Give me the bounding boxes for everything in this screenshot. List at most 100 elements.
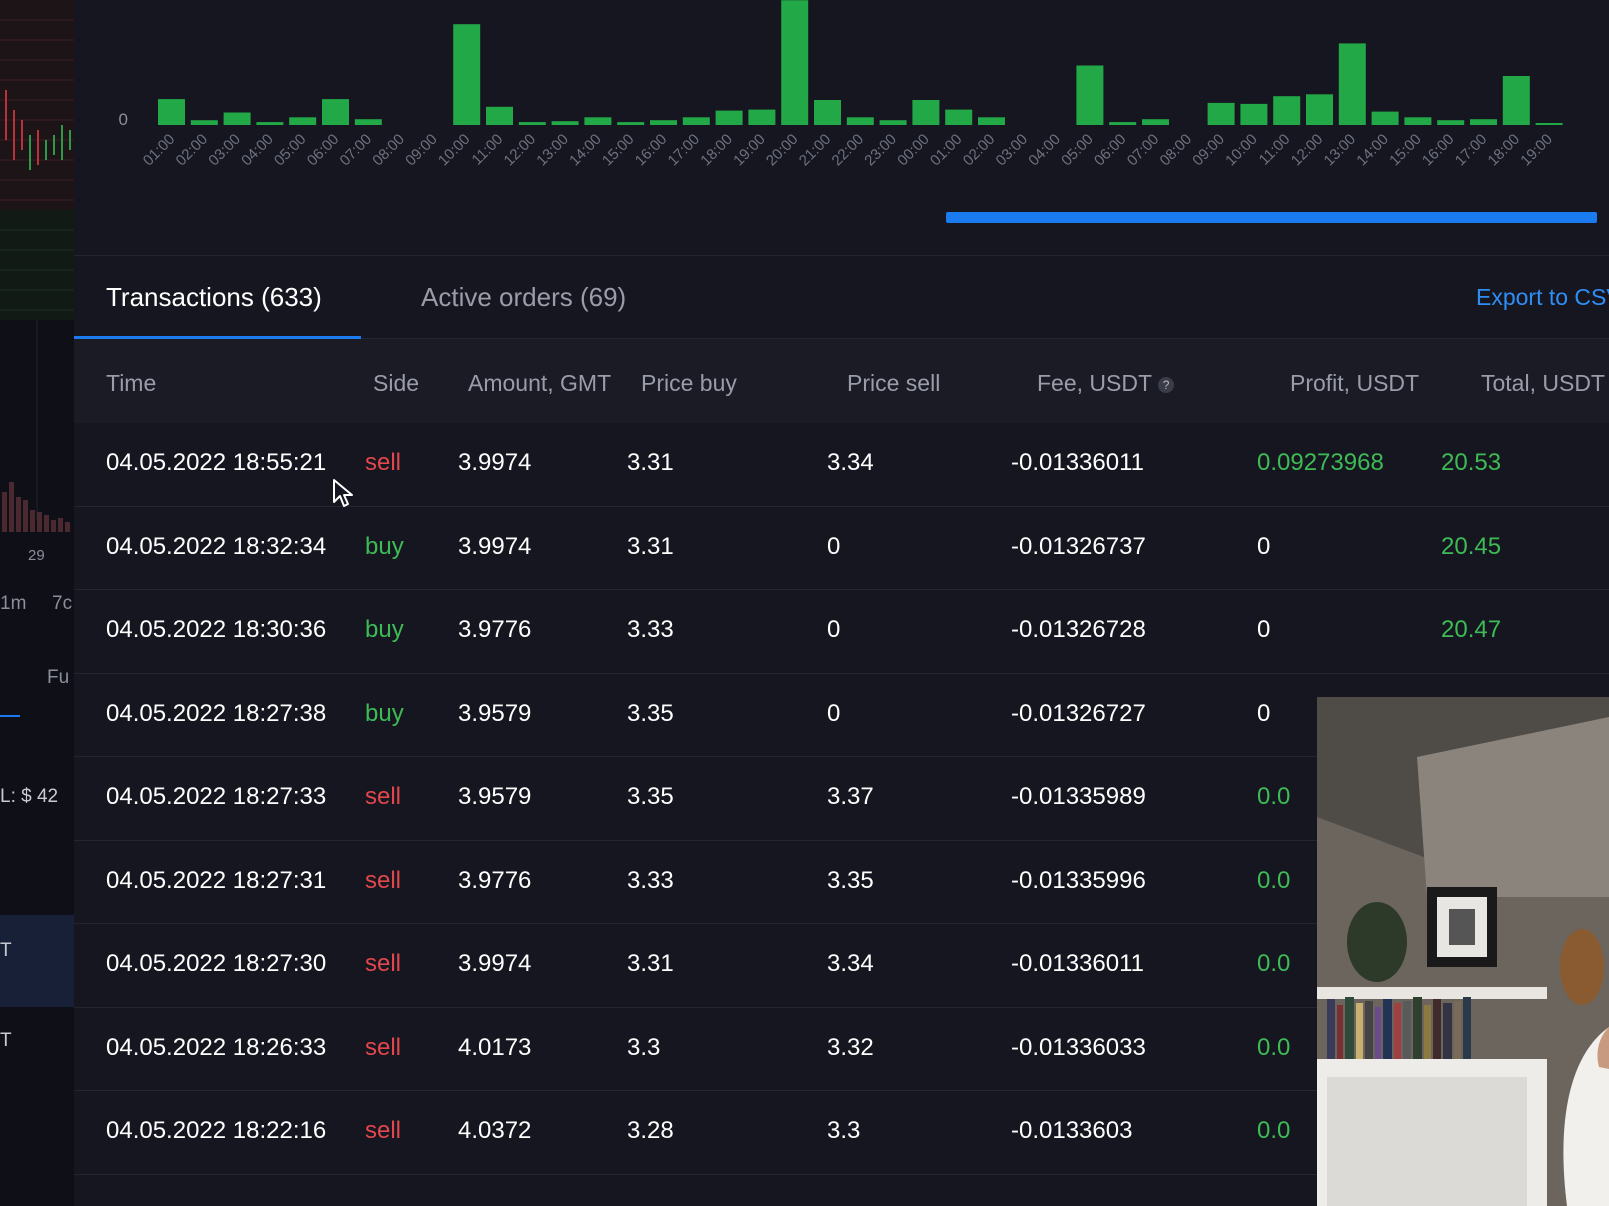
chart-bar[interactable] — [1470, 119, 1497, 125]
chart-bar[interactable] — [551, 121, 579, 125]
cell-total: 20.47 — [1441, 616, 1502, 643]
chart-bar[interactable] — [682, 117, 710, 125]
table-row[interactable]: 04.05.2022 18:27:30 sell 3.9974 3.31 3.34 -0.… — [74, 924, 1609, 1008]
cell-price-buy: 3.35 — [627, 783, 674, 810]
tab-transactions[interactable]: Transactions (633) — [106, 282, 322, 312]
chart-bar[interactable] — [190, 120, 218, 125]
cell-amount: 3.9776 — [458, 866, 532, 894]
x-axis-tick-label: 18:00 — [697, 131, 736, 170]
header-price-buy[interactable]: Price buy — [641, 370, 737, 396]
table-row[interactable]: 04.05.2022 18:27:33 sell 3.9579 3.35 3.37 -0.… — [74, 757, 1609, 841]
chart-bar[interactable] — [1240, 103, 1268, 125]
cell-time: 04.05.2022 18:27:31 — [106, 866, 327, 894]
cell-fee: -0.01336033 — [1011, 1033, 1146, 1061]
tab-active-orders[interactable]: Active orders (69) — [421, 282, 627, 312]
cell-fee: -0.0133603 — [1011, 1117, 1133, 1144]
x-axis-tick-label: 12:00 — [1288, 131, 1327, 170]
chart-bar[interactable] — [617, 122, 645, 125]
x-axis-tick-label: 17:00 — [1452, 131, 1491, 170]
cell-time: 04.05.2022 18:55:21 — [106, 449, 327, 476]
chart-bar[interactable] — [453, 24, 481, 126]
chart-bar[interactable] — [1306, 94, 1333, 125]
left-tab-underline — [0, 715, 20, 717]
chart-bar[interactable] — [781, 0, 809, 126]
chart-bar[interactable] — [223, 112, 251, 126]
x-axis-tick-label: 04:00 — [1025, 131, 1064, 170]
table-row[interactable]: 04.05.2022 18:55:21 sell 3.9974 3.31 3.34 -0.… — [74, 423, 1609, 507]
header-fee[interactable]: Fee, USDT? — [1037, 370, 1175, 397]
header-amount[interactable]: Amount, GMT — [468, 370, 612, 396]
chart-bar[interactable] — [518, 122, 546, 125]
help-icon[interactable]: ? — [1158, 376, 1175, 393]
cell-price-buy: 3.3 — [627, 1033, 661, 1061]
chart-bar[interactable] — [1076, 65, 1104, 126]
chart-bar[interactable] — [945, 109, 973, 125]
x-axis-tick-label: 10:00 — [1222, 131, 1261, 170]
cell-amount: 3.9579 — [458, 699, 532, 727]
cell-time: 04.05.2022 18:26:33 — [106, 1033, 327, 1061]
chart-bar[interactable] — [1207, 102, 1235, 125]
futures-tab[interactable]: Fu — [47, 667, 70, 688]
table-row[interactable]: 04.05.2022 18:27:31 sell 3.9776 3.33 3.35 -0.… — [74, 841, 1609, 924]
chart-bar[interactable] — [354, 119, 382, 125]
cell-side: buy — [365, 532, 404, 560]
export-csv-link[interactable]: Export to CSV — [1476, 284, 1609, 310]
chart-bar[interactable] — [912, 100, 940, 125]
chart-bar[interactable] — [1404, 117, 1432, 125]
chart-scrollbar[interactable] — [946, 212, 1597, 223]
chart-bar[interactable] — [1535, 123, 1563, 125]
chart-bar[interactable] — [584, 117, 612, 125]
table-row[interactable]: 04.05.2022 18:32:34 buy 3.9974 3.31 0 -0.0132… — [74, 507, 1609, 590]
x-axis-tick-label: 17:00 — [665, 131, 704, 170]
chart-bar[interactable] — [978, 117, 1005, 125]
chart-bar[interactable] — [1338, 43, 1366, 125]
table-row[interactable]: 04.05.2022 18:27:38 buy 3.9579 3.35 0 -0.0132… — [74, 674, 1609, 757]
table-row[interactable]: 04.05.2022 18:22:16 sell 4.0372 3.28 3.3 -0.0… — [74, 1091, 1609, 1175]
cell-profit: 0 — [1257, 532, 1271, 560]
chart-bar[interactable] — [486, 106, 513, 125]
chart-bar[interactable] — [1142, 119, 1169, 125]
x-axis-tick-label: 16:00 — [1419, 131, 1458, 170]
x-axis-tick-label: 03:00 — [205, 131, 244, 170]
cell-price-sell: 0 — [827, 532, 841, 560]
mini-candlestick-chart — [0, 0, 74, 532]
cell-side: sell — [365, 866, 402, 894]
webcam-overlay — [1317, 697, 1609, 1206]
chart-bar[interactable] — [322, 99, 349, 125]
chart-bar[interactable] — [1109, 122, 1137, 125]
header-time[interactable]: Time — [106, 370, 157, 396]
timeframe-7d-button[interactable]: 7c — [52, 593, 73, 614]
header-total[interactable]: Total, USDT — [1481, 370, 1605, 396]
chart-bar[interactable] — [158, 99, 185, 125]
cell-fee: -0.01336011 — [1011, 449, 1145, 476]
chart-bar[interactable] — [879, 120, 907, 125]
main-panel: 0 01:00 02:00 03:00 04:00 05:00 06:00 07:00 08:… — [74, 0, 1609, 1206]
chart-bar[interactable] — [1502, 76, 1530, 125]
chart-bar[interactable] — [256, 122, 284, 125]
table-row[interactable]: 04.05.2022 18:26:33 sell 4.0173 3.3 3.32 -0.0… — [74, 1008, 1609, 1091]
chart-bar[interactable] — [1371, 111, 1399, 125]
chart-bar[interactable] — [1437, 120, 1465, 125]
chart-bar[interactable] — [748, 109, 776, 125]
cell-price-sell: 3.34 — [827, 950, 874, 977]
x-axis-tick-label: 08:00 — [369, 131, 408, 170]
cell-side: sell — [365, 950, 402, 977]
header-price-sell[interactable]: Price sell — [847, 370, 941, 396]
chart-bar[interactable] — [715, 110, 743, 125]
header-side[interactable]: Side — [373, 370, 420, 396]
chart-bar[interactable] — [1273, 96, 1301, 125]
chart-bar[interactable] — [814, 100, 841, 125]
cell-profit: 0.0 — [1257, 950, 1291, 977]
chart-bar[interactable] — [846, 117, 874, 125]
selected-item-highlight[interactable] — [0, 915, 74, 1007]
left-list-item-1[interactable]: T — [0, 940, 12, 961]
cell-price-buy: 3.33 — [627, 866, 674, 894]
y-axis-tick-0: 0 — [119, 110, 128, 129]
x-axis-tick-label: 00:00 — [894, 131, 933, 170]
table-row[interactable]: 04.05.2022 18:30:36 buy 3.9776 3.33 0 -0.0132… — [74, 590, 1609, 674]
header-profit[interactable]: Profit, USDT — [1290, 370, 1420, 396]
chart-bar[interactable] — [289, 117, 317, 125]
chart-bar[interactable] — [650, 120, 677, 125]
timeframe-1m-button[interactable]: 1m — [0, 593, 27, 614]
left-list-item-2[interactable]: T — [0, 1030, 12, 1051]
